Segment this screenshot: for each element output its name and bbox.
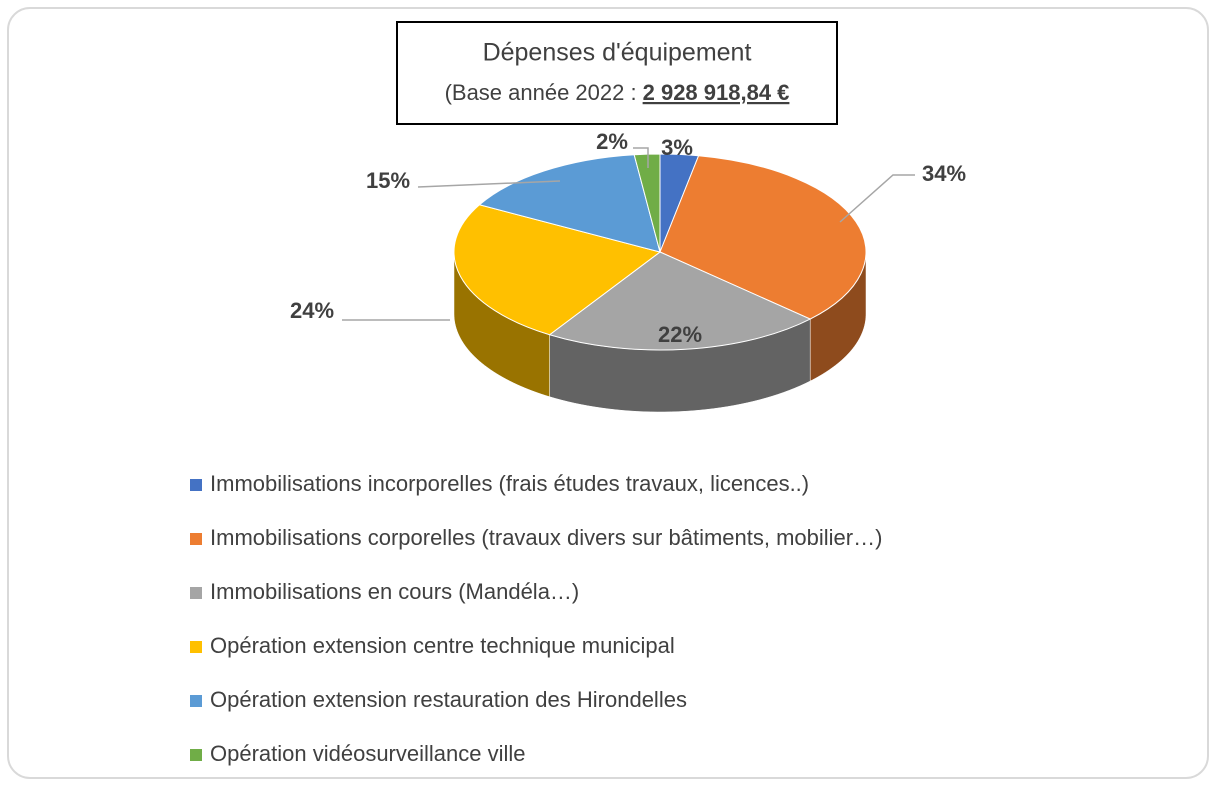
pie-slice <box>633 153 661 253</box>
subtitle-amount: 2 928 918,84 € <box>643 80 790 105</box>
legend-swatch <box>190 695 202 707</box>
legend-label: Opération extension centre technique mun… <box>210 633 675 658</box>
pie-slice <box>453 204 662 336</box>
chart-title: Dépenses d'équipement <box>483 39 752 67</box>
leader-line <box>417 180 561 188</box>
data-label: 22% <box>658 322 702 347</box>
leader-line <box>839 174 915 223</box>
legend-swatch <box>190 587 202 599</box>
legend-label: Immobilisations incorporelles (frais étu… <box>210 471 809 496</box>
leader-line <box>633 147 649 168</box>
data-label: 2% <box>596 129 628 154</box>
legend-swatch <box>190 749 202 761</box>
legend-swatch <box>190 479 202 491</box>
legend-label: Immobilisations corporelles (travaux div… <box>210 525 882 550</box>
data-label: 24% <box>290 298 334 323</box>
pie-slice <box>548 251 812 351</box>
legend-label: Opération extension restauration des Hir… <box>210 687 687 712</box>
pie-slice <box>478 154 661 253</box>
pie-slice <box>659 155 867 320</box>
data-label: 15% <box>366 168 410 193</box>
subtitle-text: (Base année 2022 : <box>445 80 637 105</box>
data-label: 3% <box>661 135 693 160</box>
data-label: 34% <box>922 161 966 186</box>
legend-label: Opération vidéosurveillance ville <box>210 741 526 766</box>
legend-swatch <box>190 641 202 653</box>
chart-subtitle: (Base année 2022 :2 928 918,84 € <box>445 80 790 105</box>
legend-label: Immobilisations en cours (Mandéla…) <box>210 579 579 604</box>
title-box <box>396 21 838 125</box>
legend-swatch <box>190 533 202 545</box>
